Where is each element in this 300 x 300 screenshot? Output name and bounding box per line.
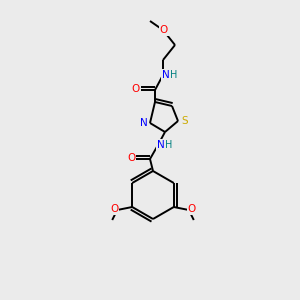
Text: O: O bbox=[132, 84, 140, 94]
Text: N: N bbox=[140, 118, 148, 128]
Text: S: S bbox=[182, 116, 188, 126]
Text: O: O bbox=[160, 25, 168, 35]
Text: H: H bbox=[165, 140, 173, 150]
Text: O: O bbox=[188, 204, 196, 214]
Text: N: N bbox=[157, 140, 165, 150]
Text: O: O bbox=[127, 153, 135, 163]
Text: O: O bbox=[110, 204, 118, 214]
Text: H: H bbox=[170, 70, 178, 80]
Text: N: N bbox=[162, 70, 170, 80]
